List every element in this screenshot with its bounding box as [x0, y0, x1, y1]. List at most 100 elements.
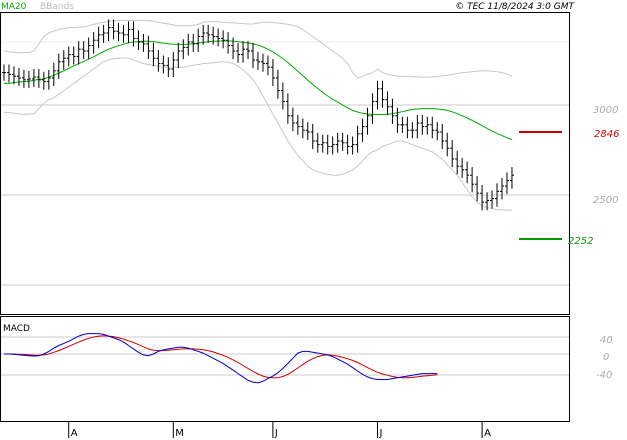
macd-tick-minus40: -40 [596, 370, 612, 381]
ohlc-bar [126, 21, 131, 43]
ohlc-bar [305, 122, 310, 141]
ohlc-bar [365, 107, 370, 135]
macd-panel-frame [0, 316, 570, 422]
price-panel-frame [0, 12, 570, 315]
price-grid [1, 41, 569, 286]
ohlc-bar [270, 59, 275, 87]
ohlc-bar [241, 41, 245, 63]
ohlc-bar [121, 24, 126, 43]
ohlc-bar [385, 91, 390, 115]
x-month-label: A [484, 428, 491, 439]
ohlc-bar [7, 64, 11, 83]
x-month-label: M [175, 428, 184, 439]
ohlc-bar [375, 80, 380, 110]
macd-grid [1, 336, 569, 376]
ohlc-bar [246, 41, 250, 60]
ohlc-bar [345, 134, 350, 155]
ohlc-bar [156, 50, 161, 72]
ohlc-bar [455, 150, 460, 175]
ohlc-bar [251, 42, 255, 69]
ohlc-bar [136, 30, 141, 51]
ohlc-bar [505, 172, 509, 195]
ohlc-bar [131, 21, 136, 47]
ohlc-bar [81, 41, 86, 60]
ohlc-bar [290, 107, 295, 132]
ohlc-bar [91, 32, 96, 54]
ohlc-bar [405, 116, 410, 139]
ohlc-bar [300, 118, 305, 139]
ohlc-bar [335, 132, 340, 153]
ohlc-bar [261, 53, 265, 72]
ohlc-bar [420, 114, 425, 135]
ohlc-bar [31, 69, 36, 87]
ohlc-bar [310, 123, 315, 150]
ohlc-bar [445, 132, 450, 157]
ohlc-bar [236, 42, 241, 63]
ohlc-bar [415, 114, 420, 139]
ohlc-bar [86, 37, 91, 60]
macd-signal-line [4, 335, 438, 379]
ohlc-bar [101, 24, 106, 43]
ohlc-bar [485, 192, 490, 211]
x-month-label: A [71, 428, 78, 439]
ohlc-bar [181, 39, 186, 60]
ohlc-bar [450, 140, 455, 168]
ohlc-bar [16, 68, 21, 87]
ohlc-bar [96, 26, 101, 49]
ohlc-bar [231, 37, 236, 60]
ohlc-bar [490, 190, 494, 209]
bband-upper-line [3, 19, 513, 79]
ohlc-bar [36, 69, 41, 88]
ohlc-bar [275, 69, 280, 99]
ohlc-bar [295, 114, 300, 135]
ohlc-bar [46, 69, 51, 90]
ohlc-bar [161, 55, 166, 74]
ohlc-bar [141, 33, 146, 52]
ohlc-bar [171, 51, 176, 78]
ohlc-bar [146, 35, 151, 60]
ohlc-bar [355, 125, 360, 153]
macd-title: MACD [3, 324, 30, 334]
ohlc-bar [350, 136, 355, 155]
ohlc-bar [111, 19, 116, 40]
ohlc-bar [176, 42, 181, 69]
ohlc-bar [51, 62, 56, 87]
bbands-layer [3, 19, 513, 211]
ohlc-bar [26, 70, 31, 88]
ohlc-bar [360, 118, 365, 142]
ohlc-bar [510, 167, 514, 189]
y-tick-3000: 3000 [593, 105, 618, 116]
ohlc-bar [66, 46, 71, 67]
ohlc-bar [166, 57, 171, 78]
ohlc-bar [61, 50, 66, 70]
ohlc-bar [440, 123, 445, 150]
ohlc-bar [211, 26, 216, 45]
ohlc-bar [380, 80, 385, 108]
resistance-label: 2846 [594, 129, 619, 140]
macd-lines-layer [4, 333, 438, 384]
ohlc-bar [76, 41, 81, 65]
ohlc-bar [395, 107, 400, 133]
ohlc-bar [435, 122, 440, 141]
ma-legend-label: MA20 [1, 2, 27, 12]
ohlc-bar [191, 33, 196, 52]
ohlc-bar [325, 134, 330, 155]
ohlc-bar [460, 158, 465, 178]
ohlc-bar [410, 122, 415, 139]
ohlc-bar [256, 51, 260, 70]
ohlc-bar [41, 71, 46, 90]
ohlc-bar [430, 116, 435, 139]
ohlc-bar [151, 42, 156, 67]
ohlc-bar [400, 116, 405, 133]
ohlc-bar [56, 53, 61, 79]
ohlc-bar [216, 28, 221, 47]
macd-line [4, 333, 438, 384]
support-label: 2252 [568, 236, 593, 247]
ohlc-bar [425, 116, 430, 135]
ohlc-bar [480, 185, 485, 211]
ohlc-bar [196, 28, 201, 52]
ohlc-bar [370, 93, 375, 124]
